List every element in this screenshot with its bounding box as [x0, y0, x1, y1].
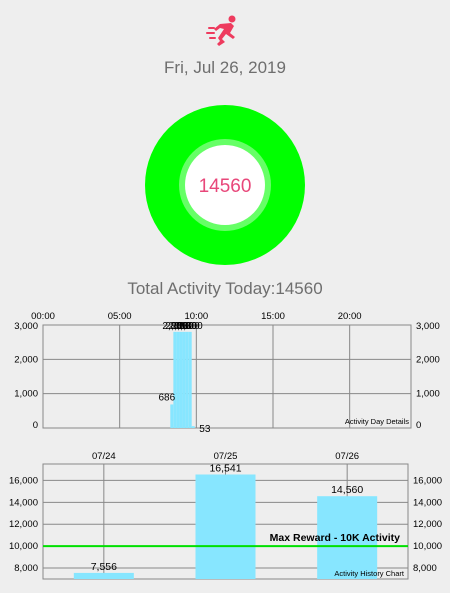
day-y-tick-label-left: 3,000 [14, 321, 38, 332]
history-y-tick-label-right: 10,000 [413, 541, 442, 552]
day-chart-description: Activity Day Details [345, 417, 409, 426]
history-x-tick-label: 07/24 [92, 451, 116, 462]
date-label: Fri, Jul 26, 2019 [164, 58, 286, 77]
day-y-tick-label-left: 2,000 [14, 354, 38, 365]
day-bar-value-label: 2,800 [178, 321, 203, 332]
day-y-tick-label-right: 3,000 [416, 321, 440, 332]
day-bar-value-label: 2,800 [162, 321, 187, 332]
day-activity-bar [179, 331, 183, 428]
history-y-tick-label-left: 10,000 [9, 541, 38, 552]
history-activity-bar [317, 496, 378, 579]
day-bar-value-label: 53 [199, 424, 211, 435]
day-x-tick-label: 05:00 [108, 311, 132, 322]
day-y-tick-label-right: 1,000 [416, 389, 440, 400]
day-activity-bar [176, 331, 180, 428]
ring-value: 14560 [199, 176, 252, 197]
day-bar-value-label: 686 [158, 392, 175, 403]
day-activity-bar [191, 426, 195, 428]
history-y-tick-label-left: 16,000 [9, 475, 38, 486]
history-y-tick-label-right: 16,000 [413, 475, 442, 486]
day-x-tick-label: 10:00 [184, 311, 208, 322]
day-activity-bar [188, 331, 192, 428]
day-activity-bar [170, 404, 174, 428]
history-activity-bar [73, 572, 134, 579]
history-y-tick-label-right: 14,000 [413, 497, 442, 508]
history-y-tick-label-right: 12,000 [413, 519, 442, 530]
history-activity-bar [195, 474, 256, 579]
history-y-tick-label-left: 8,000 [14, 563, 38, 574]
history-y-tick-label-left: 12,000 [9, 519, 38, 530]
history-x-tick-label: 07/25 [214, 451, 238, 462]
day-activity-bar [173, 331, 177, 428]
history-x-tick-label: 07/26 [335, 451, 359, 462]
day-activity-bar [182, 331, 186, 428]
day-activity-bar [185, 331, 189, 428]
history-bar-value-label: 16,541 [209, 463, 241, 475]
activity-history-chart: 07/24 07/25 07/26 8,000 8,000 10,000 10,000 12,… [0, 448, 450, 588]
total-activity-label: Total Activity Today:14560 [127, 279, 323, 298]
history-bar-value-label: 7,556 [91, 561, 117, 573]
day-bar-value-label: 2,800 [165, 321, 190, 332]
max-reward-limit-label: Max Reward - 10K Activity [270, 532, 400, 544]
day-x-tick-label: 00:00 [31, 311, 55, 322]
day-y-tick-label-left: 0 [33, 420, 38, 431]
day-y-tick-label-right: 2,000 [416, 354, 440, 365]
day-x-tick-label: 15:00 [261, 311, 285, 322]
day-y-tick-label-left: 1,000 [14, 389, 38, 400]
ring-center [185, 145, 265, 225]
activity-ring: 14560 [145, 105, 305, 265]
history-y-tick-label-left: 14,000 [9, 497, 38, 508]
history-y-tick-label-right: 8,000 [413, 563, 437, 574]
day-bar-value-label: 2,800 [168, 321, 193, 332]
day-plot-frame [42, 324, 412, 429]
running-person-icon [205, 14, 245, 48]
day-y-tick-label-right: 0 [416, 420, 421, 431]
day-x-tick-label: 20:00 [338, 311, 362, 322]
history-chart-description: Activity History Chart [334, 569, 405, 578]
activity-day-chart: 00:00 05:00 10:00 15:00 20:00 0 0 1,000 1,000 2,0… [0, 305, 450, 440]
day-bar-value-label: 2,800 [175, 321, 200, 332]
history-bar-value-label: 14,560 [331, 484, 363, 496]
day-bar-value-label: 2,800 [172, 321, 197, 332]
